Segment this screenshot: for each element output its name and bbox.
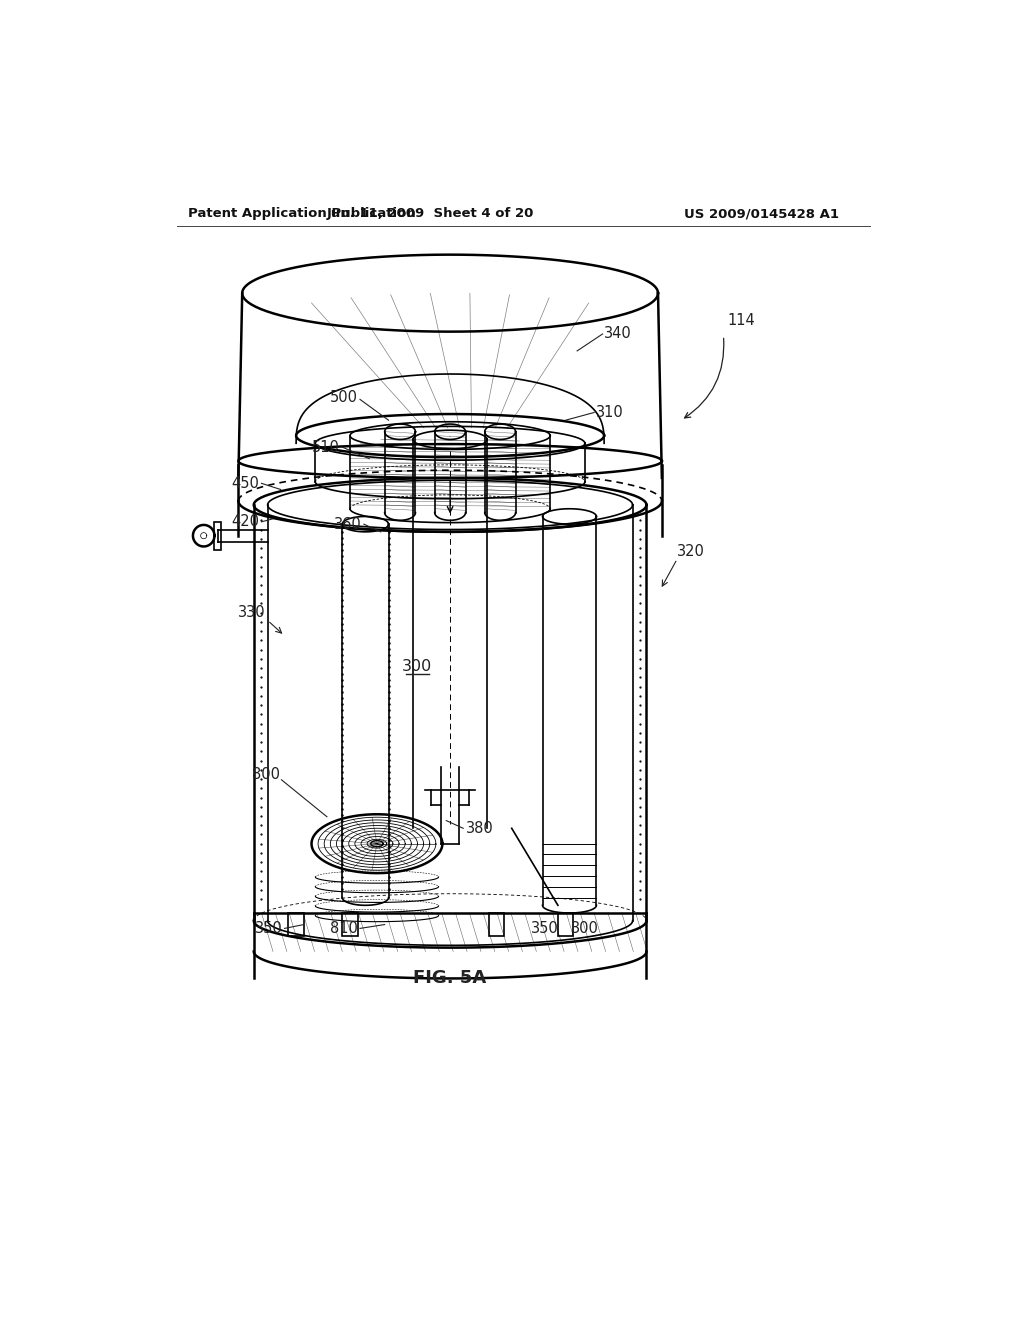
Text: 350: 350 xyxy=(531,921,559,936)
Text: 114: 114 xyxy=(727,313,755,327)
Bar xyxy=(214,521,221,549)
Text: 300: 300 xyxy=(571,921,599,936)
Text: FIG. 5A: FIG. 5A xyxy=(414,969,486,987)
Text: 360: 360 xyxy=(334,516,361,532)
Bar xyxy=(488,913,504,936)
Text: 300: 300 xyxy=(401,659,432,675)
Text: 340: 340 xyxy=(604,326,632,342)
Text: 450: 450 xyxy=(231,475,259,491)
Text: 320: 320 xyxy=(677,544,706,558)
Bar xyxy=(342,913,357,936)
Text: Patent Application Publication: Patent Application Publication xyxy=(188,207,416,220)
Text: 310: 310 xyxy=(596,405,625,420)
Bar xyxy=(558,913,573,936)
Text: 810: 810 xyxy=(330,921,357,936)
Text: 350: 350 xyxy=(255,921,283,936)
Text: 800: 800 xyxy=(252,767,280,781)
Text: 420: 420 xyxy=(231,515,259,529)
Text: 380: 380 xyxy=(466,821,494,836)
Bar xyxy=(289,913,304,936)
Text: Jun. 11, 2009  Sheet 4 of 20: Jun. 11, 2009 Sheet 4 of 20 xyxy=(328,207,535,220)
Text: 500: 500 xyxy=(330,389,357,405)
Text: 510: 510 xyxy=(312,440,340,454)
Text: US 2009/0145428 A1: US 2009/0145428 A1 xyxy=(684,207,840,220)
Text: 330: 330 xyxy=(238,605,265,620)
